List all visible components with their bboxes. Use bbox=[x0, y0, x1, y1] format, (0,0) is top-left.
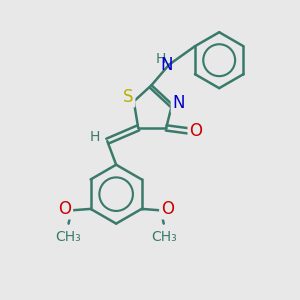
Text: O: O bbox=[58, 200, 71, 218]
Text: CH₃: CH₃ bbox=[151, 230, 177, 244]
Text: H: H bbox=[90, 130, 100, 144]
Text: CH₃: CH₃ bbox=[56, 230, 81, 244]
Text: N: N bbox=[172, 94, 185, 112]
Text: O: O bbox=[161, 200, 174, 218]
Text: N: N bbox=[160, 56, 172, 74]
Text: H: H bbox=[156, 52, 166, 66]
Text: O: O bbox=[189, 122, 202, 140]
Text: S: S bbox=[123, 88, 134, 106]
